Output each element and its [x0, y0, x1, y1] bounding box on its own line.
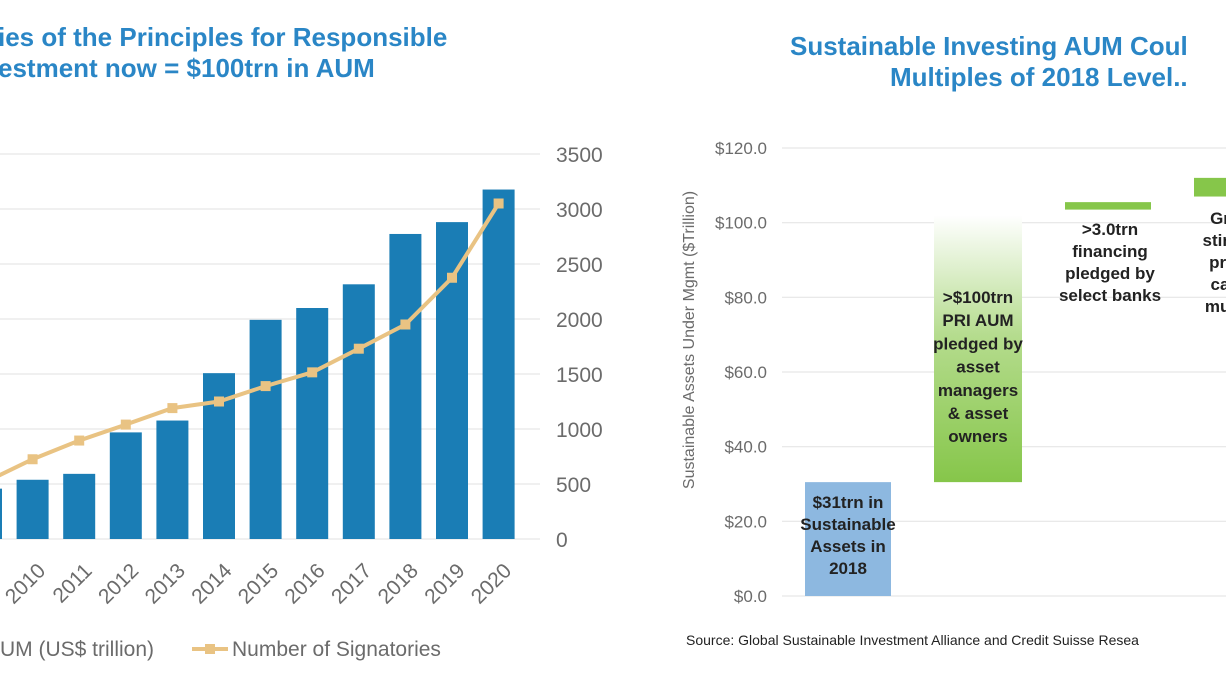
source-note: Source: Global Sustainable Investment Al…	[686, 632, 1139, 648]
bar	[249, 319, 282, 539]
right-axis-tick: 3000	[556, 199, 603, 222]
right-axis-tick: 2500	[556, 254, 603, 277]
x-tick-label: 2015	[234, 559, 283, 608]
bar-data-label: stim	[1203, 231, 1226, 250]
right-axis-tick: 1000	[556, 419, 603, 442]
left-chart-title-line1: ies of the Principles for Responsible	[0, 22, 448, 52]
bar-data-label: ca	[1211, 275, 1226, 294]
left-chart: 0500100015002000250030003500020102011201…	[0, 144, 603, 661]
line-marker	[120, 419, 131, 430]
legend-bar-label: UM (US$ trillion)	[0, 638, 154, 661]
x-tick-label: 2018	[374, 559, 423, 608]
x-tick-label: 2019	[420, 559, 469, 608]
y-tick-label: $0.0	[734, 587, 767, 606]
bar	[342, 284, 375, 539]
right-chart: $0.0 $20.0 $40.0 $60.0 $80.0 $100.0 $120.0 Sust…	[681, 139, 1226, 606]
x-tick-label: 2011	[49, 559, 97, 607]
waterfall-bar	[1065, 202, 1151, 210]
bar	[0, 488, 2, 539]
bar	[436, 222, 468, 539]
waterfall-bar	[1194, 177, 1226, 197]
x-tick-label: 2020	[467, 559, 516, 608]
bar-data-label: PRI AUM	[942, 311, 1013, 330]
left-chart-title-line2: estment now = $100trn in AUM	[0, 53, 375, 83]
y-tick-label: $40.0	[724, 438, 767, 457]
waterfall-bar	[805, 482, 891, 596]
y-tick-label: $80.0	[724, 288, 767, 307]
right-chart-title-line1: Sustainable Investing AUM Coul	[790, 31, 1188, 61]
right-axis-tick: 2000	[556, 309, 603, 332]
y-tick-label: $100.0	[715, 214, 767, 233]
y-axis-label: Sustainable Assets Under Mgmt ($Trillion…	[681, 191, 698, 489]
bar	[16, 479, 49, 539]
right-axis-tick: 500	[556, 474, 591, 497]
x-tick-label: 2010	[1, 559, 50, 608]
bar-data-label: pledged by	[1065, 264, 1155, 283]
x-tick-label: 0	[0, 559, 4, 584]
bar	[482, 189, 515, 540]
line-marker	[400, 319, 411, 330]
right-axis-tick: 3500	[556, 144, 603, 167]
bar-data-label: >3.0trn	[1082, 220, 1138, 239]
line-marker	[214, 396, 224, 407]
y-tick-label: $20.0	[724, 512, 767, 531]
bar-data-label: Sustainable	[800, 515, 895, 534]
bar	[156, 420, 189, 539]
right-axis-tick: 0	[556, 529, 568, 552]
bar-data-label: & asset	[948, 404, 1009, 423]
x-tick-label: 2017	[327, 559, 376, 608]
bar-data-label: >$100trn	[943, 288, 1013, 307]
x-tick-label: 2014	[187, 559, 237, 609]
right-chart-title-line2: Multiples of 2018 Level..	[890, 62, 1188, 92]
line-marker	[307, 367, 318, 378]
line-marker	[353, 343, 364, 354]
bar-data-label: Assets in	[810, 537, 886, 556]
bar-data-label: pledged by	[933, 334, 1023, 353]
bar-data-label: 2018	[829, 559, 867, 578]
bar	[109, 432, 142, 539]
bar-data-label: $31trn in	[813, 493, 884, 512]
line-marker	[493, 198, 504, 209]
bar-data-label: Gr	[1210, 209, 1226, 228]
x-tick-label: 2012	[94, 559, 143, 608]
y-tick-label: $120.0	[715, 139, 767, 158]
bar-data-label: pri	[1209, 253, 1226, 272]
line-marker	[27, 454, 38, 465]
bar	[296, 308, 329, 539]
line-marker	[74, 435, 85, 446]
legend-line-marker	[205, 644, 215, 654]
signatories-line	[0, 202, 501, 478]
bar	[63, 473, 96, 539]
bar-data-label: asset	[956, 358, 1000, 377]
line-marker	[167, 403, 178, 414]
x-tick-label: 2016	[280, 559, 329, 608]
y-tick-label: $60.0	[724, 363, 767, 382]
x-tick-label: 2013	[141, 559, 190, 608]
legend-line-label: Number of Signatories	[232, 638, 441, 661]
bar-data-label: owners	[948, 427, 1008, 446]
bar-data-label: financing	[1072, 242, 1148, 261]
waterfall-bar	[934, 215, 1022, 483]
bar-data-label: select banks	[1059, 286, 1161, 305]
line-marker	[447, 272, 457, 283]
right-axis-tick: 1500	[556, 364, 603, 387]
line-marker	[260, 381, 271, 392]
bar-data-label: managers	[938, 381, 1018, 400]
bar-data-label: mul	[1205, 297, 1226, 316]
bar	[389, 233, 422, 539]
